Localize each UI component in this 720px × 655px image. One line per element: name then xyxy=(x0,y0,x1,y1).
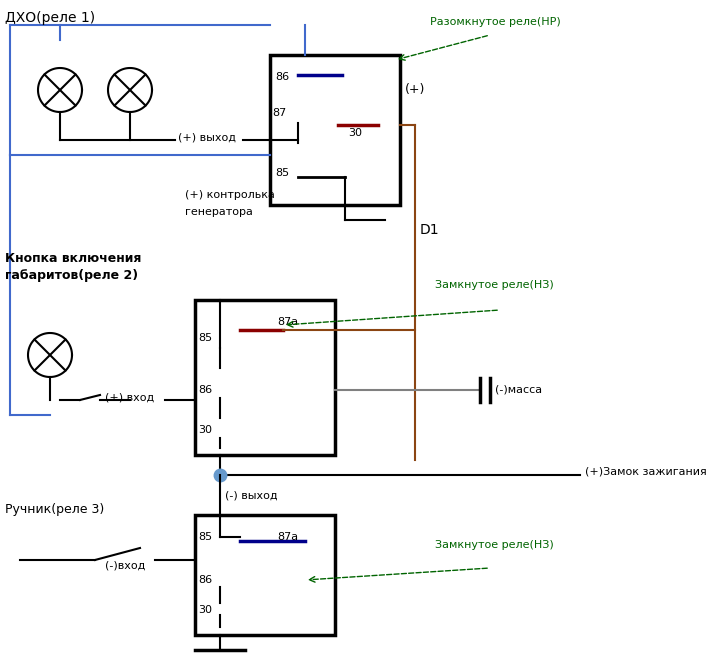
Text: 87: 87 xyxy=(272,108,287,118)
Text: габаритов(реле 2): габаритов(реле 2) xyxy=(5,269,138,282)
Bar xyxy=(270,55,400,205)
Text: (+) выход: (+) выход xyxy=(178,133,236,143)
Text: Ручник(реле 3): Ручник(реле 3) xyxy=(5,504,104,517)
Text: 85: 85 xyxy=(275,168,289,178)
Text: 85: 85 xyxy=(198,532,212,542)
Text: 30: 30 xyxy=(198,605,212,615)
Bar xyxy=(195,300,335,455)
Text: D1: D1 xyxy=(420,223,440,237)
Text: (-)вход: (-)вход xyxy=(105,560,145,570)
Text: (+): (+) xyxy=(405,83,426,96)
Text: 86: 86 xyxy=(275,72,289,82)
Text: 86: 86 xyxy=(198,575,212,585)
Text: ДХО(реле 1): ДХО(реле 1) xyxy=(5,11,95,25)
Text: генератора: генератора xyxy=(185,207,253,217)
Text: (+) контролька: (+) контролька xyxy=(185,190,275,200)
Text: Замкнутое реле(НЗ): Замкнутое реле(НЗ) xyxy=(435,540,554,550)
Text: 30: 30 xyxy=(198,425,212,435)
Text: 87a: 87a xyxy=(277,532,298,542)
Text: (+)Замок зажигания: (+)Замок зажигания xyxy=(585,467,707,477)
Text: Кнопка включения: Кнопка включения xyxy=(5,252,141,265)
Text: 85: 85 xyxy=(198,333,212,343)
Text: 87a: 87a xyxy=(277,317,298,327)
Text: Разомкнутое реле(НР): Разомкнутое реле(НР) xyxy=(430,17,561,27)
Text: 86: 86 xyxy=(198,385,212,395)
Text: Замкнутое реле(НЗ): Замкнутое реле(НЗ) xyxy=(435,280,554,290)
Text: (-)масса: (-)масса xyxy=(495,385,542,395)
Text: (+) вход: (+) вход xyxy=(105,393,154,403)
Text: (-) выход: (-) выход xyxy=(225,490,278,500)
Bar xyxy=(195,515,335,635)
Text: 30: 30 xyxy=(348,128,362,138)
